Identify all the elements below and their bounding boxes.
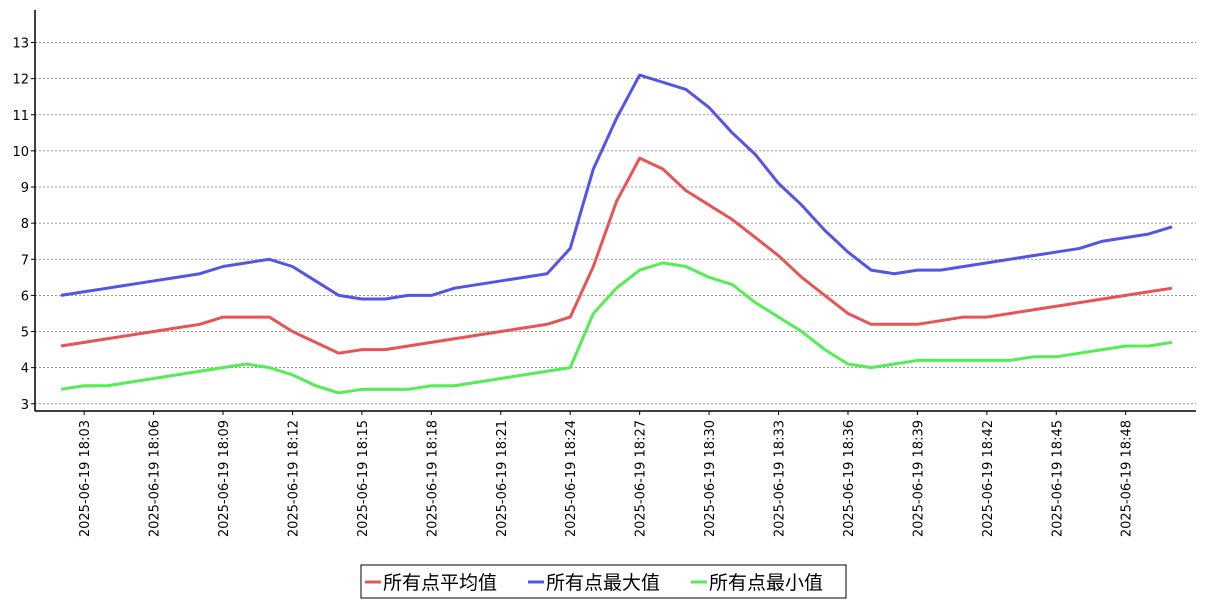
x-tick-label: 2025-06-19 18:24 xyxy=(564,420,579,537)
y-tick-label: 4 xyxy=(21,362,29,377)
y-tick-label: 9 xyxy=(21,181,29,196)
x-tick-label: 2025-06-19 18:09 xyxy=(217,420,232,537)
x-tick-label: 2025-06-19 18:42 xyxy=(981,420,996,537)
legend-label: 所有点最小值 xyxy=(709,572,823,594)
y-tick-label: 7 xyxy=(21,253,29,268)
series-line xyxy=(60,156,1173,355)
y-tick-label: 12 xyxy=(12,73,29,88)
legend-box xyxy=(360,564,847,599)
y-tick-label: 3 xyxy=(21,398,29,413)
x-tick-label: 2025-06-19 18:48 xyxy=(1120,420,1135,537)
x-tick-label: 2025-06-19 18:45 xyxy=(1050,420,1065,537)
x-tick-label: 2025-06-19 18:12 xyxy=(286,420,301,537)
x-tick-label: 2025-06-19 18:03 xyxy=(78,420,93,537)
x-tick-label: 2025-06-19 18:15 xyxy=(356,420,371,537)
series-line xyxy=(60,261,1173,395)
y-tick-label: 11 xyxy=(12,109,29,124)
legend-label: 所有点平均值 xyxy=(383,572,497,594)
x-tick-label: 2025-06-19 18:06 xyxy=(148,420,163,537)
series-line xyxy=(60,73,1173,301)
x-tick-label: 2025-06-19 18:18 xyxy=(425,420,440,537)
y-tick-label: 13 xyxy=(12,37,29,52)
x-tick-label: 2025-06-19 18:30 xyxy=(703,420,718,537)
y-tick-label: 8 xyxy=(21,217,29,232)
y-tick-label: 10 xyxy=(12,145,29,160)
x-tick-label: 2025-06-19 18:39 xyxy=(911,420,926,537)
x-tick-label: 2025-06-19 18:27 xyxy=(634,420,649,537)
x-tick-label: 2025-06-19 18:36 xyxy=(842,420,857,537)
x-tick-label: 2025-06-19 18:33 xyxy=(773,420,788,537)
y-tick-label: 6 xyxy=(21,289,29,304)
x-tick-label: 2025-06-19 18:21 xyxy=(495,420,510,537)
y-tick-label: 5 xyxy=(21,326,29,341)
legend-label: 所有点最大值 xyxy=(546,572,660,594)
